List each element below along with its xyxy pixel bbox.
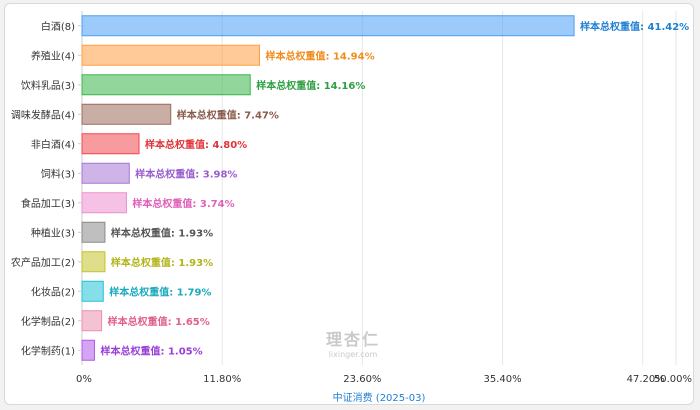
data-labels: 样本总权重值: 41.42% 样本总权重值: 14.94% 样本总权重值: 14.1… <box>100 20 689 358</box>
category-label: 饲料(3) <box>41 167 75 180</box>
bar <box>81 74 251 96</box>
x-axis-title: 中证消费 (2025-03) <box>333 391 426 404</box>
x-tick-label: 0% <box>76 374 92 385</box>
category-label: 农产品加工(2) <box>11 256 75 269</box>
data-label: 样本总权重值: 14.16% <box>256 79 365 92</box>
bar <box>81 192 127 214</box>
bar <box>81 221 106 243</box>
x-tick-label: 35.40% <box>483 374 521 385</box>
category-label: 食品加工(3) <box>21 197 75 210</box>
bars <box>81 15 575 361</box>
data-label: 样本总权重值: 1.05% <box>100 344 202 357</box>
data-label: 样本总权重值: 4.80% <box>145 138 247 151</box>
data-label: 样本总权重值: 3.98% <box>135 167 237 180</box>
x-tick-label: 23.60% <box>343 374 381 385</box>
data-label: 样本总权重值: 1.79% <box>109 285 211 298</box>
watermark-logo: 理杏仁 <box>326 330 380 349</box>
bar <box>81 339 95 361</box>
bar <box>81 133 140 155</box>
category-label: 调味发酵品(4) <box>11 108 75 121</box>
category-label: 化妆品(2) <box>31 285 75 298</box>
x-tick-label: 11.80% <box>203 374 241 385</box>
category-label: 化学制品(2) <box>21 315 75 328</box>
category-label: 化学制药(1) <box>21 344 75 357</box>
data-label: 样本总权重值: 41.42% <box>580 20 689 33</box>
x-axis-ticks: 0% 11.80% 23.60% 35.40% 47.20%50.00% <box>76 374 692 385</box>
x-tick-label: 50.00% <box>654 374 692 385</box>
watermark: 理杏仁 lixinger.com <box>326 330 380 359</box>
data-label: 样本总权重值: 1.65% <box>108 315 210 328</box>
bar <box>81 162 130 184</box>
category-label: 非白酒(4) <box>31 138 75 151</box>
bar <box>81 44 260 66</box>
data-label: 样本总权重值: 3.74% <box>132 197 234 210</box>
x-tick-label: 47.20% <box>627 374 665 385</box>
data-label: 样本总权重值: 7.47% <box>177 108 279 121</box>
category-label: 种植业(3) <box>31 226 75 239</box>
data-label: 样本总权重值: 1.93% <box>111 226 213 239</box>
category-label: 饮料乳品(3) <box>21 79 75 92</box>
watermark-url: lixinger.com <box>329 350 378 359</box>
category-label: 白酒(8) <box>41 20 75 33</box>
data-label: 样本总权重值: 1.93% <box>111 256 213 269</box>
bar <box>81 280 104 302</box>
category-label: 养殖业(4) <box>31 49 75 62</box>
bar <box>81 103 172 125</box>
category-labels: 白酒(8) 养殖业(4) 饮料乳品(3) 调味发酵品(4) 非白酒(4) 饲料(3) 食品加… <box>11 20 82 357</box>
bar <box>81 310 103 332</box>
data-label: 样本总权重值: 14.94% <box>265 49 374 62</box>
bar <box>81 15 575 37</box>
gridlines <box>81 11 677 365</box>
bar <box>81 251 106 273</box>
